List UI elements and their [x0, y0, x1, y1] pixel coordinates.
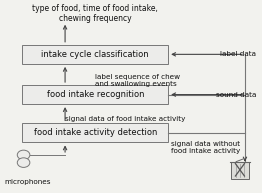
FancyBboxPatch shape: [22, 123, 168, 142]
Text: intake cycle classification: intake cycle classification: [41, 50, 149, 59]
Text: microphones: microphones: [4, 179, 51, 185]
Text: label data: label data: [220, 51, 256, 57]
Text: food intake activity detection: food intake activity detection: [34, 128, 157, 137]
Text: signal data without
food intake activity: signal data without food intake activity: [171, 141, 240, 154]
FancyBboxPatch shape: [22, 45, 168, 64]
Circle shape: [17, 158, 30, 167]
Text: food intake recognition: food intake recognition: [47, 90, 144, 99]
Text: label sequence of chew
and swallowing events: label sequence of chew and swallowing ev…: [95, 74, 180, 87]
Text: type of food, time of food intake,
chewing frequency: type of food, time of food intake, chewi…: [32, 3, 158, 23]
FancyBboxPatch shape: [22, 85, 168, 104]
FancyBboxPatch shape: [231, 162, 249, 179]
Text: sound data: sound data: [216, 92, 256, 98]
Circle shape: [17, 150, 30, 160]
Text: signal data of food intake activity: signal data of food intake activity: [65, 116, 185, 122]
